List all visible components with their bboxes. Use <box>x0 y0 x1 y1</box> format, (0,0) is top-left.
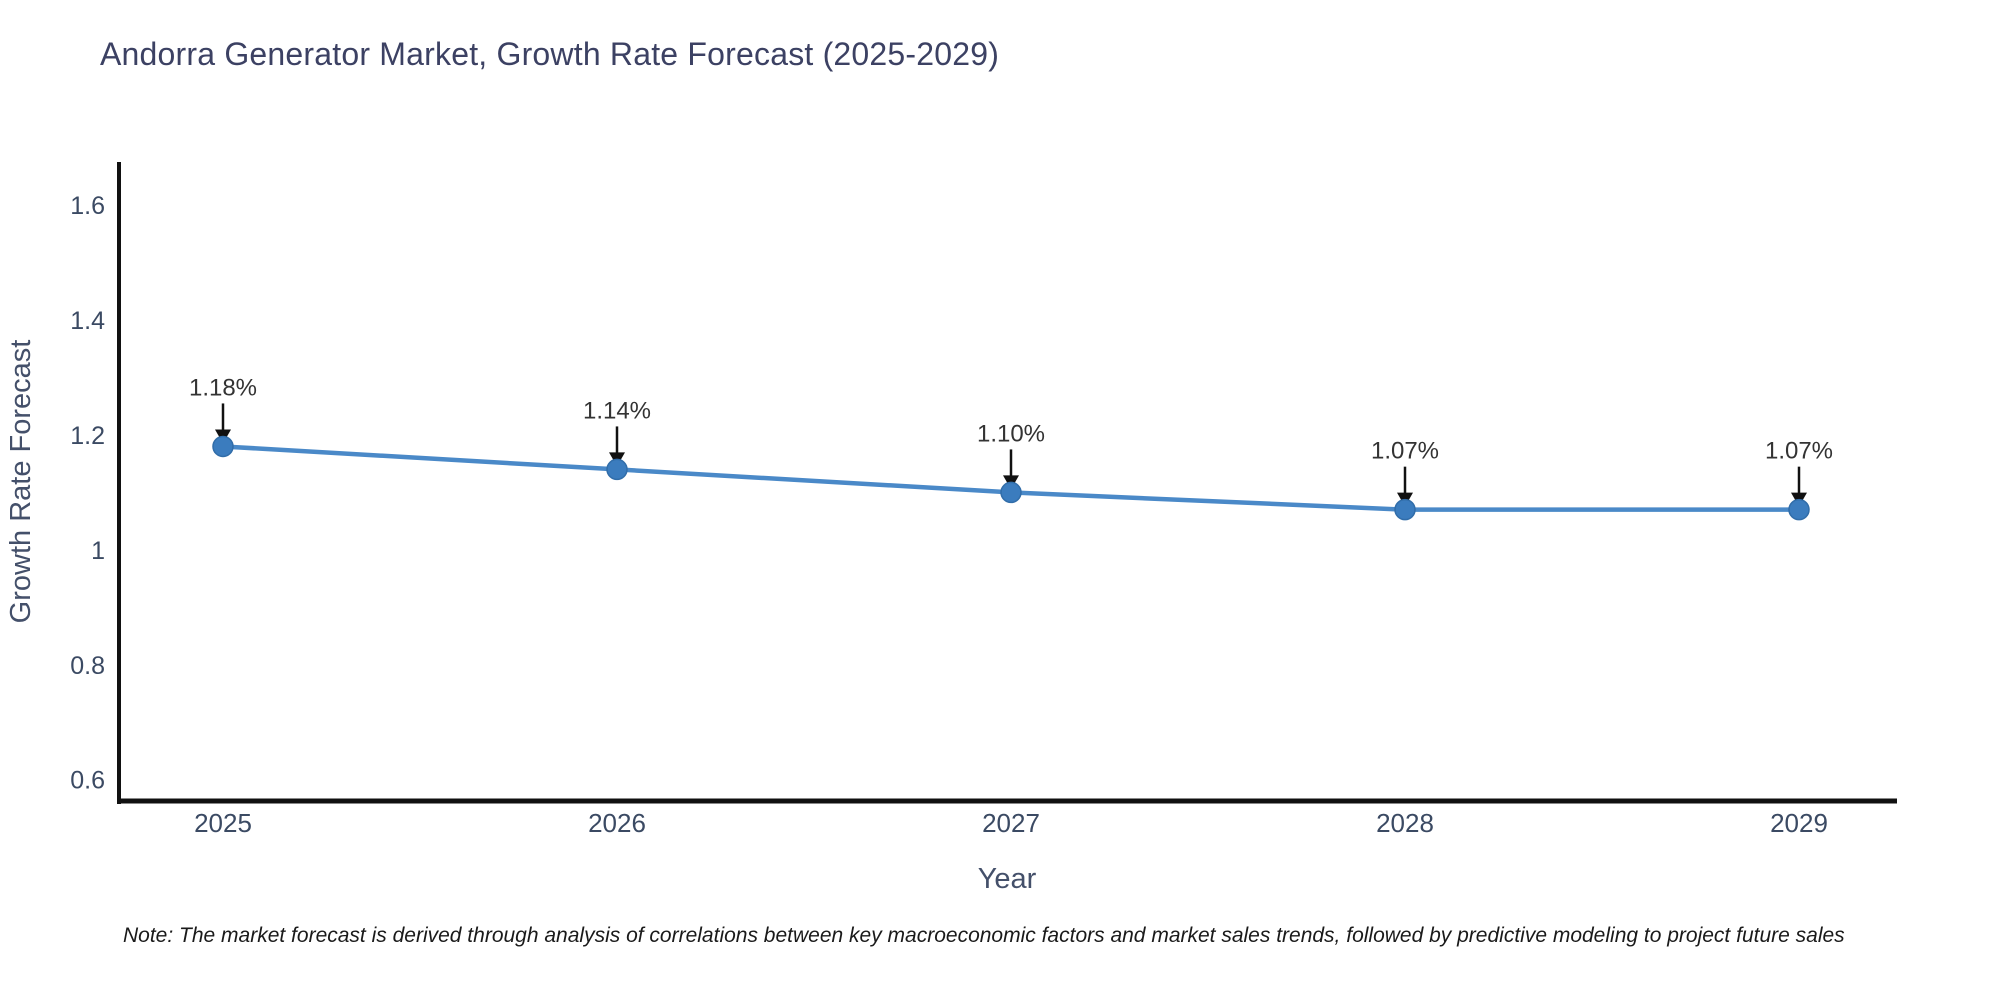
y-tick-label: 0.6 <box>70 767 105 795</box>
point-value-label: 1.07% <box>1371 438 1439 465</box>
y-tick-label: 0.8 <box>70 652 105 680</box>
x-tick-label: 2028 <box>1376 808 1434 838</box>
y-tick-label: 1 <box>91 537 105 565</box>
footnote: Note: The market forecast is derived thr… <box>123 924 1845 947</box>
x-tick-label: 2025 <box>194 808 252 838</box>
point-value-label: 1.18% <box>189 374 257 401</box>
y-tick-label: 1.6 <box>70 192 105 220</box>
x-axis-title: Year <box>978 863 1037 895</box>
x-tick-label: 2027 <box>982 808 1040 838</box>
data-point-2028[interactable] <box>1394 498 1416 521</box>
point-value-label: 1.14% <box>583 397 651 424</box>
chart-title: Andorra Generator Market, Growth Rate Fo… <box>100 36 1000 72</box>
y-tick-label: 1.4 <box>70 307 105 335</box>
y-axis-title: Growth Rate Forecast <box>5 340 37 624</box>
data-point-2027[interactable] <box>1000 481 1022 504</box>
point-value-label: 1.07% <box>1765 438 1833 465</box>
data-point-2026[interactable] <box>606 458 628 481</box>
x-tick-label: 2029 <box>1770 808 1828 838</box>
data-point-2029[interactable] <box>1788 498 1810 521</box>
point-value-label: 1.10% <box>977 420 1045 447</box>
y-tick-label: 1.2 <box>70 422 105 450</box>
data-point-2025[interactable] <box>212 435 234 458</box>
x-tick-label: 2026 <box>588 808 646 838</box>
